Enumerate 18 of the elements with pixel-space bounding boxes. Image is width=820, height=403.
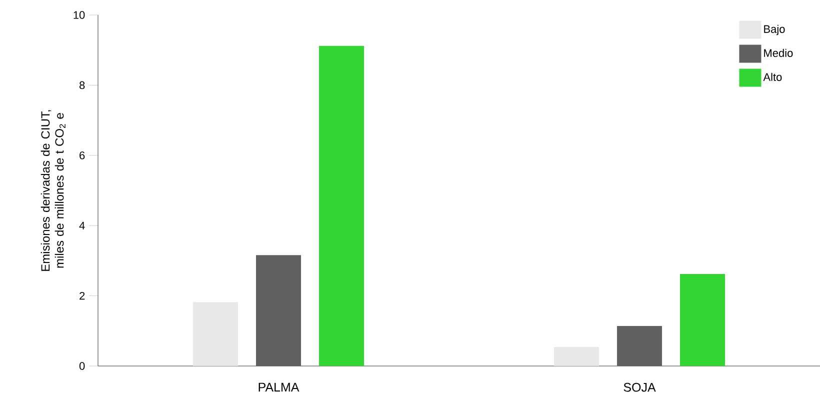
x-tick-label: SOJA bbox=[624, 382, 656, 392]
bar bbox=[193, 302, 238, 366]
bar bbox=[319, 46, 364, 366]
legend-label: Alto bbox=[763, 72, 782, 81]
bar bbox=[554, 347, 600, 366]
y-tick-label: 10 bbox=[74, 11, 85, 19]
legend-label: Bajo bbox=[764, 24, 785, 36]
y-tick-label: 4 bbox=[79, 222, 85, 230]
y-tick-label: 8 bbox=[80, 81, 85, 90]
y-axis-title: Emisiones derivadas de CIUT, miles de millones de t CO$_{2}$ e bbox=[40, 110, 66, 271]
x-tick-label: PALMA bbox=[258, 382, 300, 392]
y-tick-label: 2 bbox=[80, 292, 85, 300]
y-tick-label: 0 bbox=[79, 362, 85, 370]
legend-label: Medio bbox=[764, 48, 793, 57]
bar bbox=[256, 255, 302, 366]
y-tick-label: 6 bbox=[80, 151, 85, 160]
bar bbox=[617, 326, 662, 366]
bar bbox=[680, 274, 726, 366]
